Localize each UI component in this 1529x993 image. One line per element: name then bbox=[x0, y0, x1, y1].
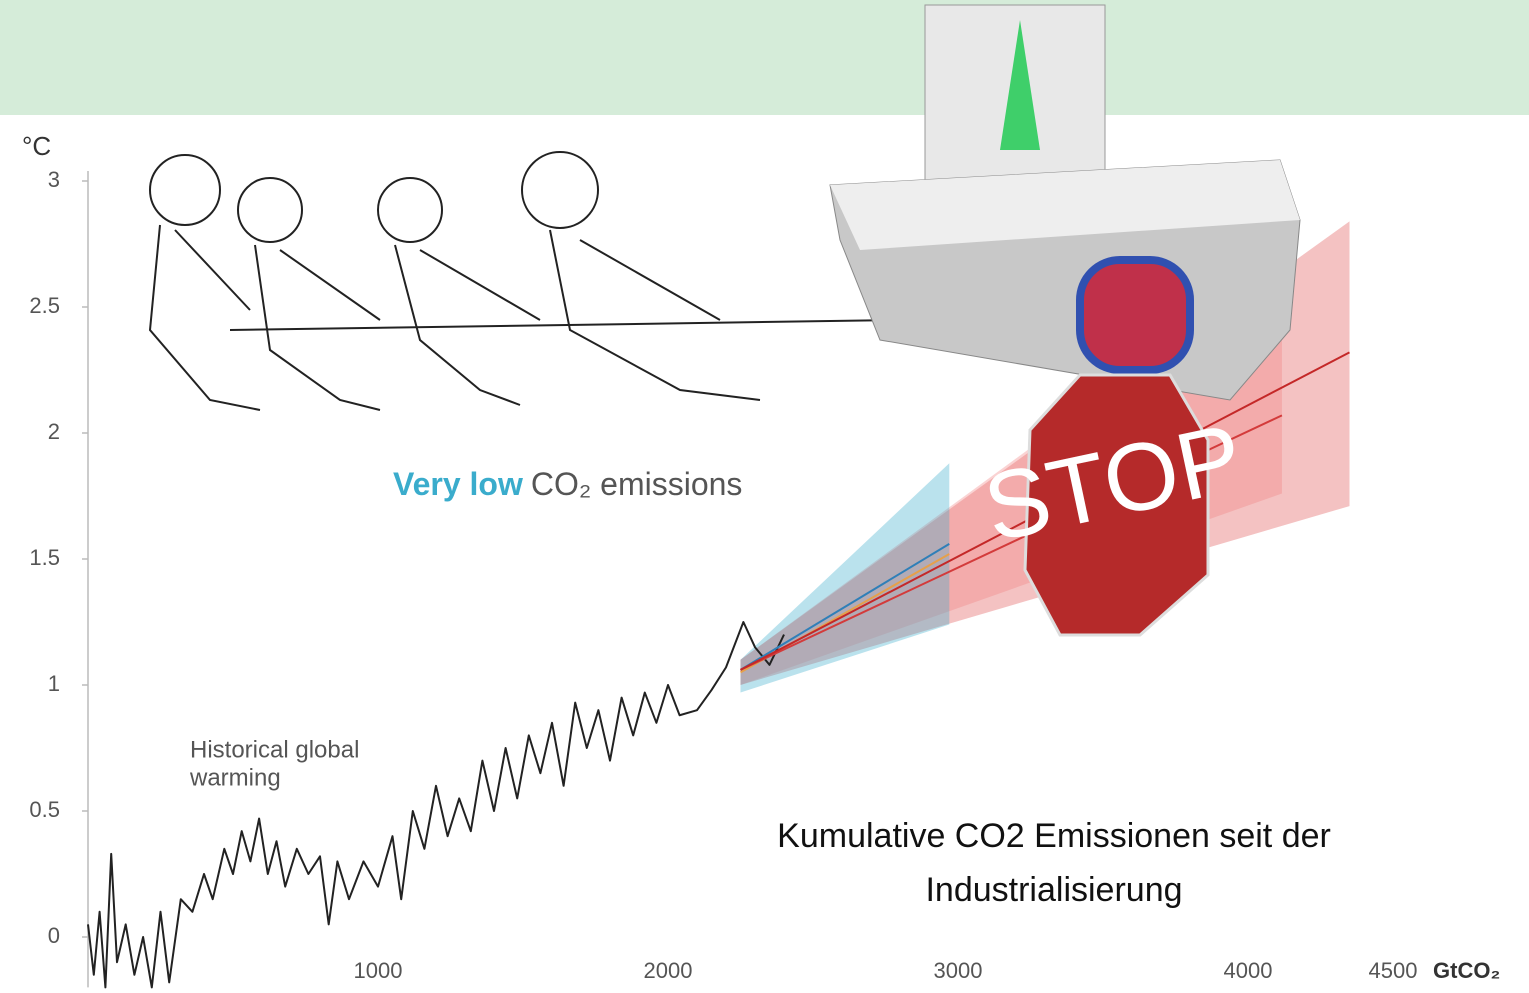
annotation-historical: Historical global bbox=[190, 736, 359, 763]
uncertainty-band bbox=[740, 463, 950, 693]
y-tick-label: 0.5 bbox=[29, 797, 60, 822]
scenario-highlight: Very low bbox=[393, 466, 523, 502]
header-band bbox=[0, 0, 1529, 115]
scenario-rest: CO₂ emissions bbox=[531, 466, 743, 502]
data-line bbox=[87, 621, 785, 989]
y-unit: °C bbox=[22, 131, 51, 161]
x-unit: GtCO₂ bbox=[1433, 958, 1500, 983]
y-tick-label: 3 bbox=[48, 167, 60, 192]
x-tick-label: 4000 bbox=[1224, 958, 1273, 983]
y-tick-label: 2.5 bbox=[29, 293, 60, 318]
x-tick-label: 2000 bbox=[644, 958, 693, 983]
cartoon bbox=[148, 151, 901, 411]
y-tick-label: 1 bbox=[48, 671, 60, 696]
annotation-scenario: Very low CO₂ emissions bbox=[393, 466, 742, 502]
caption: Industrialisierung bbox=[925, 871, 1182, 909]
data-line bbox=[739, 543, 950, 671]
geothermal-illustration bbox=[829, 4, 1301, 401]
stop-sign bbox=[1023, 373, 1210, 637]
x-tick-label: 1000 bbox=[354, 958, 403, 983]
x-tick-label: 3000 bbox=[934, 958, 983, 983]
y-tick-label: 1.5 bbox=[29, 545, 60, 570]
annotation-historical: warming bbox=[189, 764, 281, 791]
x-tick-label: 4500 bbox=[1369, 958, 1418, 983]
y-tick-label: 0 bbox=[48, 923, 60, 948]
y-tick-label: 2 bbox=[48, 419, 60, 444]
caption: Kumulative CO2 Emissionen seit der bbox=[777, 817, 1331, 855]
